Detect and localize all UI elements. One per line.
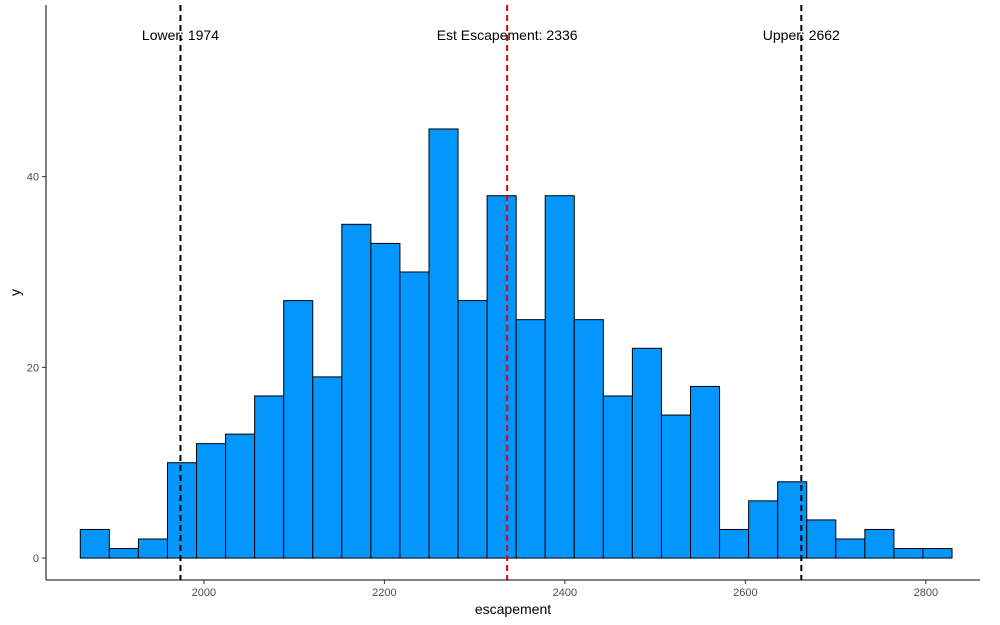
histogram-bar — [602, 395, 633, 559]
histogram-bars — [79, 128, 953, 559]
histogram-bar — [312, 376, 343, 559]
histogram-bar — [399, 271, 430, 559]
histogram-bar — [341, 223, 372, 559]
histogram-bar — [719, 528, 750, 559]
x-axis-ticks: 2000 2200 2400 2600 2800 — [192, 580, 938, 599]
x-tick-label: 2200 — [372, 587, 396, 599]
x-tick-label: 2400 — [553, 587, 577, 599]
histogram-bar — [196, 443, 227, 559]
histogram-bar — [166, 462, 198, 559]
histogram-bar — [864, 528, 895, 559]
histogram-bar — [137, 538, 168, 559]
x-tick-label: 2600 — [733, 587, 757, 599]
histogram-bar — [108, 548, 139, 559]
histogram-bar — [515, 319, 546, 559]
histogram-bar — [79, 528, 110, 559]
histogram-bar — [254, 395, 285, 559]
histogram-bar — [660, 414, 692, 559]
histogram-bar — [748, 500, 779, 559]
y-axis-title: y — [7, 289, 23, 296]
histogram-bar — [283, 300, 314, 559]
y-tick-label: 20 — [27, 362, 39, 374]
reference-line-label: Lower: 1974 — [142, 27, 219, 43]
histogram-bar — [690, 385, 721, 559]
histogram-bar — [573, 319, 604, 559]
histogram-bar — [486, 195, 517, 559]
histogram-bar — [457, 300, 488, 559]
histogram-bar — [806, 519, 837, 559]
x-axis-title: escapement — [475, 601, 551, 617]
y-tick-label: 40 — [27, 172, 39, 184]
histogram-bar — [370, 242, 401, 559]
x-tick-label: 2800 — [914, 587, 938, 599]
x-tick-label: 2000 — [192, 587, 216, 599]
reference-line-label: Upper: 2662 — [763, 27, 840, 43]
histogram-bar — [225, 433, 256, 559]
y-tick-label: 0 — [33, 553, 39, 565]
histogram-bar — [777, 481, 808, 559]
y-axis-ticks: 0 20 40 — [27, 172, 46, 565]
histogram-bar — [922, 548, 953, 559]
histogram-bar — [544, 195, 575, 559]
histogram-bar — [835, 538, 866, 559]
histogram-bar — [428, 128, 459, 559]
reference-line-label: Est Escapement: 2336 — [437, 27, 578, 43]
histogram-bar — [893, 548, 924, 559]
reference-lines: Lower: 1974 Est Escapement: 2336 Upper: 26… — [142, 5, 840, 580]
histogram-bar — [631, 347, 662, 559]
